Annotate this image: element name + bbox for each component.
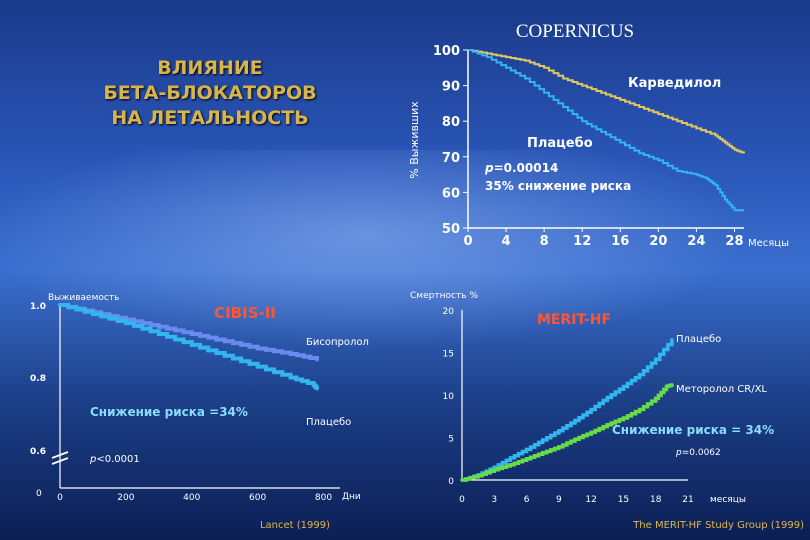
merit-source: The MERIT-HF Study Group (1999): [632, 520, 804, 531]
cibis-annotation-risk: Снижение риска =34%: [90, 405, 248, 419]
merit-title: MERIT-HF: [537, 312, 611, 328]
copernicus-xlabel: Месяцы: [748, 238, 789, 249]
merit-legend-placebo: Плацебо: [676, 334, 721, 345]
merit-xtick-label: 21: [682, 495, 693, 505]
cibis-source: Lancet (1999): [260, 520, 330, 531]
cibis-xtick-label: 400: [183, 493, 200, 503]
merit-ytick-label: 15: [443, 350, 454, 360]
cibis-chart: Выживаемость CIBIS-II Бисопролол Плацебо…: [30, 293, 369, 531]
cibis-legend-placebo: Плацебо: [306, 417, 351, 428]
copernicus-xtick-label: 12: [573, 234, 591, 249]
copernicus-series-line: [468, 49, 745, 154]
copernicus-xtick-label: 28: [725, 234, 743, 249]
copernicus-xtick-label: 20: [649, 234, 667, 249]
cibis-ytick-label: 0.6: [30, 447, 46, 457]
cibis-annotation-p: p<0.0001: [89, 454, 140, 465]
cibis-axis-break: [51, 457, 69, 465]
cibis-ytick-label: 0.8: [30, 374, 46, 384]
copernicus-annotation-p-letter: p: [484, 161, 494, 175]
copernicus-ylabel: % Выживших: [408, 101, 421, 179]
merit-ytick-label: 20: [443, 307, 455, 317]
merit-annotation-p-value: =0.0062: [682, 448, 721, 458]
cibis-xtick-label: 800: [315, 493, 332, 503]
copernicus-xtick-label: 8: [540, 234, 549, 249]
merit-ytick-label: 10: [443, 392, 455, 402]
cibis-xlabel: Дни: [342, 492, 361, 502]
merit-xtick-label: 15: [618, 495, 629, 505]
cibis-legend-bisoprolol: Бисопролол: [306, 337, 369, 348]
copernicus-xtick-label: 16: [611, 234, 629, 249]
cibis-xtick-label: 0: [57, 493, 63, 503]
merit-xtick-label: 0: [459, 495, 465, 505]
cibis-annotation-p-value: <0.0001: [96, 454, 139, 465]
cibis-xtick-label: 600: [249, 493, 266, 503]
copernicus-title: COPERNICUS: [516, 21, 634, 42]
slide-title-line-1: ВЛИЯНИЕ: [157, 57, 263, 79]
copernicus-series-line: [468, 49, 744, 212]
copernicus-annotation-risk: 35% снижение риска: [485, 179, 631, 193]
merit-xtick-label: 12: [585, 495, 596, 505]
copernicus-xtick-label: 4: [502, 234, 511, 249]
copernicus-chart: COPERNICUS % Выживших Месяцы Карведилол …: [408, 21, 789, 249]
merit-series-line: [460, 338, 674, 482]
cibis-y-origin-label: 0: [36, 489, 42, 499]
merit-annotation-risk: Снижение риска = 34%: [612, 423, 774, 437]
cibis-ylabel: Выживаемость: [48, 293, 119, 303]
merit-xtick-label: 3: [491, 495, 497, 505]
copernicus-ytick-label: 80: [442, 115, 460, 130]
cibis-axis-break: [51, 451, 69, 459]
merit-ylabel: Смертность %: [410, 291, 478, 301]
background-glow: [0, 150, 810, 370]
slide-title-line-2: БЕТА-БЛОКАТОРОВ: [103, 82, 317, 104]
merit-chart: Смертность % MERIT-HF Плацебо Метоpолол …: [410, 291, 804, 531]
merit-ytick-label: 5: [448, 435, 454, 445]
slide-title: ВЛИЯНИЕ БЕТА-БЛОКАТОРОВ НА ЛЕТАЛЬНОСТЬ: [80, 56, 340, 131]
copernicus-xtick-label: 24: [687, 234, 705, 249]
merit-xtick-label: 9: [556, 495, 562, 505]
cibis-series-line: [58, 303, 319, 391]
copernicus-xtick-label: 0: [463, 234, 472, 249]
slide-title-line-3: НА ЛЕТАЛЬНОСТЬ: [111, 107, 309, 129]
cibis-annotation-p-letter: p: [89, 454, 96, 465]
merit-annotation-p: p=0.0062: [675, 448, 721, 458]
merit-annotation-p-letter: p: [675, 448, 682, 458]
copernicus-annotation-p: p=0.00014: [484, 161, 558, 175]
cibis-xtick-label: 200: [117, 493, 134, 503]
cibis-title: CIBIS-II: [214, 304, 276, 322]
copernicus-ytick-label: 90: [442, 80, 460, 95]
merit-ytick-label: 0: [448, 477, 454, 487]
copernicus-ytick-label: 100: [433, 44, 460, 59]
copernicus-ytick-label: 60: [442, 186, 460, 201]
copernicus-legend-placebo: Плацебо: [527, 136, 593, 151]
copernicus-annotation-p-value: =0.00014: [494, 161, 559, 175]
cibis-series-line: [58, 303, 319, 362]
copernicus-legend-carvedilol: Карведилол: [628, 76, 721, 91]
merit-xtick-label: 18: [650, 495, 662, 505]
copernicus-ytick-label: 70: [442, 151, 460, 166]
merit-legend-metoprolol: Метоpолол CR/XL: [676, 384, 767, 395]
copernicus-ytick-label: 50: [442, 222, 460, 237]
cibis-ytick-label: 1.0: [30, 302, 46, 312]
merit-series-line: [460, 383, 674, 482]
merit-xtick-label: 6: [524, 495, 530, 505]
merit-xlabel: месяцы: [710, 495, 746, 505]
